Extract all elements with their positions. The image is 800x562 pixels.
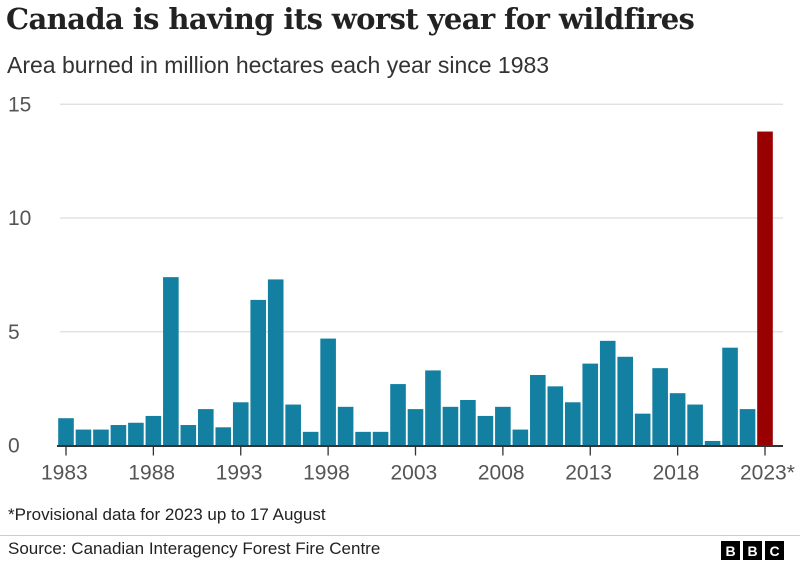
y-tick-label: 5 (8, 321, 20, 344)
bar-1996 (285, 404, 301, 446)
x-tick-label: 1988 (128, 462, 175, 485)
x-tick-label: 2013 (565, 462, 612, 485)
bar-1987 (128, 422, 144, 446)
bar-2017 (652, 368, 668, 446)
bar-2019 (687, 404, 703, 446)
bar-chart: 0 5 10 15 1983 1988 1993 1998 2003 2008 2013 2018 2… (8, 93, 795, 485)
bar-1995 (267, 279, 284, 446)
bar-2001 (372, 431, 389, 446)
bar-2009 (512, 429, 529, 446)
bar-1988 (145, 415, 162, 446)
bar-2000 (355, 431, 371, 446)
y-tick-label: 10 (8, 207, 31, 230)
bar-1998 (320, 338, 336, 446)
bar-1989 (163, 277, 179, 446)
bar-2003 (407, 409, 424, 446)
bar-2022 (739, 409, 756, 446)
bar-1990 (180, 425, 197, 446)
bar-2018 (669, 393, 686, 446)
bar-2016 (634, 413, 651, 446)
bar-2005 (442, 406, 459, 446)
bar-2006 (460, 400, 476, 446)
bar-2004 (425, 370, 441, 446)
x-tick-label: 1998 (303, 462, 350, 485)
bar-2020 (704, 440, 721, 446)
bar-2002 (390, 384, 406, 446)
bar-2015 (617, 356, 633, 446)
bbc-logo-letter: B (721, 541, 740, 560)
y-tick-label: 0 (8, 435, 20, 458)
divider (0, 535, 800, 536)
bar-1997 (302, 431, 319, 446)
bbc-logo-letter: C (765, 541, 784, 560)
chart-subtitle: Area burned in million hectares each yea… (7, 52, 550, 78)
bar-2010 (530, 374, 546, 446)
bar-2014 (599, 340, 616, 446)
bar-1992 (215, 427, 232, 446)
bbc-logo: B B C (721, 541, 784, 560)
bar-1985 (93, 429, 109, 446)
x-tick-label: 1983 (41, 462, 88, 485)
bar-1991 (198, 409, 214, 446)
x-tick-label: 2003 (391, 462, 438, 485)
chart-title: Canada is having its worst year for wild… (6, 2, 695, 36)
bar-1999 (337, 406, 354, 446)
x-tick-label: 1993 (216, 462, 263, 485)
bar-2007 (477, 415, 494, 446)
bar-1984 (75, 429, 92, 446)
bbc-logo-letter: B (743, 541, 762, 560)
bar-2011 (547, 386, 564, 446)
bar-2013 (582, 363, 599, 446)
bar-1983 (58, 418, 74, 446)
x-tick-label: 2018 (653, 462, 700, 485)
bar-2023 (757, 131, 773, 446)
bar-1994 (250, 299, 267, 446)
bar-2008 (495, 406, 511, 446)
bar-2021 (722, 347, 738, 446)
footnote: *Provisional data for 2023 up to 17 Augu… (8, 505, 326, 524)
source-note: Source: Canadian Interagency Forest Fire… (8, 539, 381, 558)
x-tick-label: 2023* (740, 462, 795, 485)
y-tick-label: 15 (8, 93, 31, 116)
bar-2012 (564, 402, 581, 446)
bar-1986 (110, 425, 127, 446)
x-tick-label: 2008 (478, 462, 525, 485)
bar-1993 (232, 402, 249, 446)
